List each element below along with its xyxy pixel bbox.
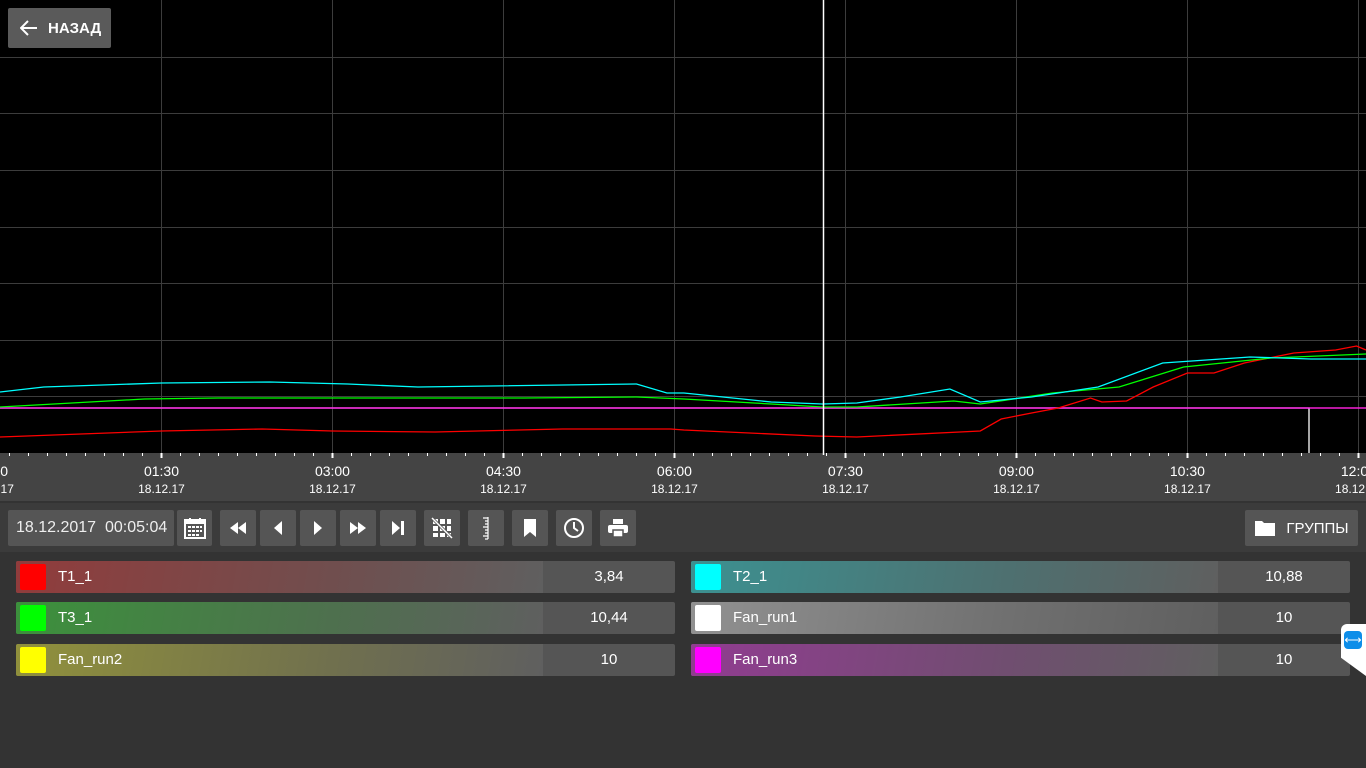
legend-value: 10 [600, 651, 618, 668]
step-back-icon [274, 521, 282, 535]
legend-name: T3_1 [58, 609, 93, 626]
legend-color-swatch[interactable] [20, 647, 46, 673]
legend-value: 10,88 [1265, 568, 1303, 585]
ruler-button[interactable] [468, 510, 504, 546]
legend-name: Fan_run2 [58, 651, 123, 668]
legend-color-swatch[interactable] [695, 647, 721, 673]
time-axis-svg: 00:00 18.12.17 01:30 18.12.17 03:00 18.12.17 0… [0, 453, 1366, 496]
tick-label: 00:00 [0, 463, 8, 479]
datetime-input[interactable]: 18.12.2017 00:05:04 [8, 510, 174, 546]
legend-color-swatch[interactable] [695, 605, 721, 631]
tick-date-label: 18.12.17 [1335, 482, 1366, 496]
clock-icon [564, 518, 584, 538]
folder-icon [1255, 521, 1276, 536]
tick-label: 07:30 [828, 463, 863, 479]
tick-label: 12:00 [1341, 463, 1366, 479]
legend-value: 10 [1275, 651, 1293, 668]
legend-value: 3,84 [594, 568, 624, 585]
bookmark-icon [524, 519, 536, 537]
legend-item-t3_1[interactable]: T3_1 10,44 [16, 602, 675, 634]
tick-date-label: 18.12.17 [480, 482, 527, 496]
rewind-icon [230, 522, 246, 534]
ruler-icon [483, 517, 489, 540]
play-button[interactable] [300, 510, 336, 546]
tick-date-label: 18.12.17 [0, 482, 14, 496]
grid-off-icon [431, 517, 453, 539]
series-line-t3_1 [0, 353, 1366, 408]
legend-item-fan_run2[interactable]: Fan_run2 10 [16, 644, 675, 676]
legend-gradient [16, 602, 543, 634]
tick-date-label: 18.12.17 [309, 482, 356, 496]
bookmark-button[interactable] [512, 510, 548, 546]
legend-name: T1_1 [58, 568, 93, 585]
fast-forward-button[interactable] [340, 510, 376, 546]
legend-item-fan_run1[interactable]: Fan_run1 10 [691, 602, 1350, 634]
series-line-t2_1 [0, 356, 1366, 405]
step-back-button[interactable] [260, 510, 296, 546]
tick-label: 10:30 [1170, 463, 1205, 479]
legend-gradient [691, 561, 1218, 593]
legend-color-swatch[interactable] [20, 605, 46, 631]
groups-button[interactable]: ГРУППЫ [1245, 510, 1358, 546]
teamviewer-icon: ⟷ [1344, 631, 1362, 649]
back-button[interactable]: НАЗАД [8, 8, 111, 48]
legend-gradient [691, 644, 1218, 676]
grid-toggle-button[interactable] [424, 510, 460, 546]
tick-label: 01:30 [144, 463, 179, 479]
series-line-t1_1 [0, 345, 1366, 438]
fast-forward-icon [350, 522, 366, 534]
tick-label: 06:00 [657, 463, 692, 479]
tick-date-label: 18.12.17 [822, 482, 869, 496]
chart-plot-area[interactable] [0, 0, 1366, 453]
back-button-label: НАЗАД [48, 19, 102, 37]
time-axis[interactable]: 00:00 18.12.17 01:30 18.12.17 03:00 18.12.17 0… [0, 453, 1366, 501]
legend-item-fan_run3[interactable]: Fan_run3 10 [691, 644, 1350, 676]
legend-gradient [16, 644, 543, 676]
tick-label: 03:00 [315, 463, 350, 479]
print-button[interactable] [600, 510, 636, 546]
rewind-button[interactable] [220, 510, 256, 546]
play-icon [314, 521, 322, 535]
legend-name: Fan_run3 [733, 651, 798, 668]
legend-value: 10 [1275, 609, 1293, 626]
clock-button[interactable] [556, 510, 592, 546]
arrow-left-icon [20, 20, 37, 36]
tick-date-label: 18.12.17 [1164, 482, 1211, 496]
legend-item-t2_1[interactable]: T2_1 10,88 [691, 561, 1350, 593]
legend-item-t1_1[interactable]: T1_1 3,84 [16, 561, 675, 593]
tick-date-label: 18.12.17 [138, 482, 185, 496]
chart-svg [0, 0, 1366, 453]
legend-color-swatch[interactable] [20, 564, 46, 590]
tick-date-label: 18.12.17 [993, 482, 1040, 496]
legend-name: Fan_run1 [733, 609, 798, 626]
calendar-icon [183, 518, 206, 539]
calendar-button[interactable] [177, 510, 212, 546]
legend-gradient [16, 561, 543, 593]
legend-name: T2_1 [733, 568, 768, 585]
skip-end-icon [392, 521, 404, 535]
legend-color-swatch[interactable] [695, 564, 721, 590]
print-icon [608, 519, 628, 538]
legend-value: 10,44 [590, 609, 628, 626]
toolbar: 18.12.2017 00:05:04 ГРУППЫ [0, 503, 1366, 552]
skip-end-button[interactable] [380, 510, 416, 546]
legend-gradient [691, 602, 1218, 634]
tick-date-label: 18.12.17 [651, 482, 698, 496]
tick-label: 04:30 [486, 463, 521, 479]
groups-label: ГРУППЫ [1286, 519, 1349, 537]
tick-label: 09:00 [999, 463, 1034, 479]
